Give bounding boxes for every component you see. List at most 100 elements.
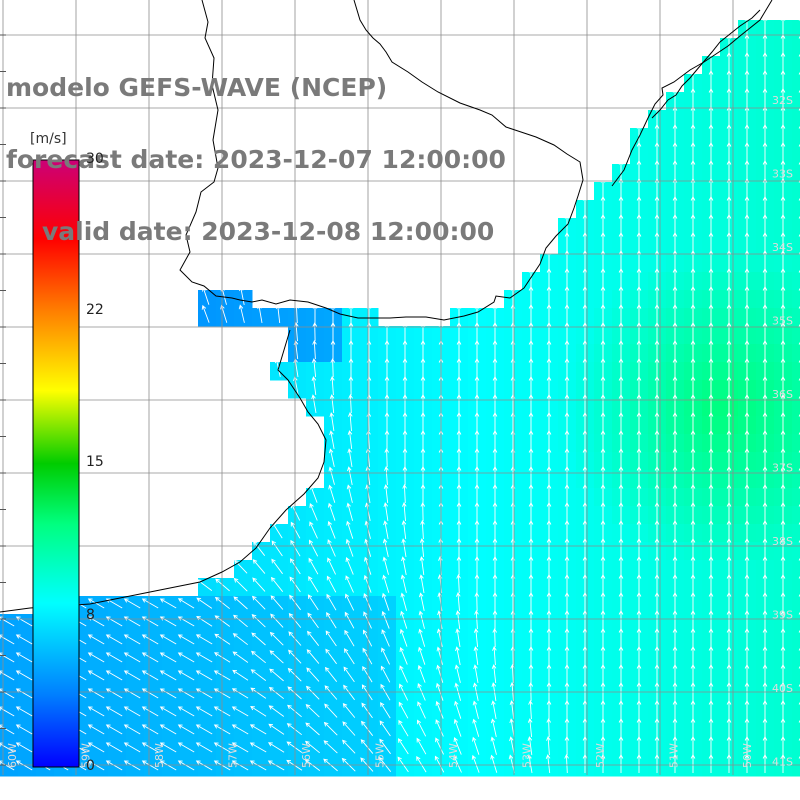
wind-arrow [141, 670, 159, 681]
wind-arrow [474, 376, 480, 395]
wind-arrow [654, 160, 660, 179]
wind-arrow [327, 520, 336, 539]
wind-arrow [251, 595, 266, 610]
wind-arrow [600, 610, 606, 629]
wind-arrow [654, 628, 660, 647]
wind-arrow [744, 448, 750, 467]
wind-arrow [780, 142, 786, 161]
wind-arrow [654, 646, 660, 665]
wind-arrow [672, 484, 678, 503]
wind-arrow [654, 574, 660, 593]
wind-arrow [15, 688, 33, 699]
wind-arrow [654, 448, 660, 467]
wind-arrow [528, 538, 534, 557]
wind-arrow [762, 502, 768, 521]
wind-arrow [384, 322, 390, 341]
wind-arrow [744, 412, 750, 431]
wind-arrow [780, 322, 786, 341]
wind-arrow [618, 610, 624, 629]
wind-arrow [654, 286, 660, 305]
wind-arrow [762, 646, 768, 665]
wind-arrow [347, 430, 353, 450]
wind-arrow [15, 652, 33, 663]
wind-cell [792, 488, 800, 507]
wind-arrow [582, 340, 588, 359]
wind-arrow [600, 466, 606, 485]
wind-arrow [762, 556, 768, 575]
wind-arrow [780, 430, 786, 449]
wind-arrow [708, 232, 714, 251]
wind-arrow [636, 664, 642, 683]
wind-arrow [342, 702, 356, 718]
wind-arrow [708, 520, 714, 539]
wind-arrow [690, 610, 696, 629]
wind-arrow [528, 664, 534, 683]
wind-arrow [308, 539, 319, 557]
wind-arrow [582, 520, 588, 539]
wind-arrow [600, 592, 606, 611]
wind-arrow [780, 412, 786, 431]
wind-arrow [527, 754, 533, 773]
wind-arrow [195, 634, 213, 645]
wind-arrow [564, 358, 570, 377]
wind-arrow [400, 592, 408, 611]
wind-arrow [15, 706, 33, 717]
wind-cell [792, 308, 800, 327]
wind-arrow [456, 358, 462, 377]
wind-cell [792, 218, 800, 237]
wind-arrow [708, 484, 714, 503]
wind-arrow [453, 718, 462, 737]
wind-arrow [286, 741, 303, 753]
wind-arrow [672, 520, 678, 539]
wind-arrow [636, 214, 642, 233]
wind-arrow [690, 592, 696, 611]
wind-arrow [323, 740, 338, 754]
longitude-label: 56W [300, 743, 313, 768]
wind-arrow [87, 706, 105, 717]
wind-arrow [672, 286, 678, 305]
wind-arrow [690, 628, 696, 647]
wind-arrow [618, 340, 624, 359]
wind-arrow [233, 577, 248, 592]
wind-arrow [308, 557, 319, 575]
wind-arrow [600, 196, 606, 215]
wind-arrow [690, 358, 696, 377]
wind-arrow [708, 718, 714, 737]
wind-arrow [420, 412, 426, 431]
wind-arrow [312, 304, 318, 323]
wind-arrow [311, 394, 317, 413]
wind-arrow [528, 376, 534, 395]
wind-arrow [0, 634, 15, 645]
wind-arrow [348, 322, 354, 341]
wind-arrow [708, 106, 714, 125]
wind-arrow [361, 720, 374, 736]
wind-arrow [762, 664, 768, 683]
wind-arrow [399, 665, 408, 683]
wind-arrow [762, 52, 768, 71]
wind-arrow [381, 610, 390, 629]
wind-arrow [420, 484, 426, 503]
wind-arrow [654, 304, 660, 323]
wind-arrow [636, 358, 642, 377]
wind-arrow [744, 754, 750, 773]
wind-arrow [249, 724, 267, 735]
wind-arrow [401, 502, 407, 522]
wind-cell [792, 722, 800, 741]
wind-arrow [251, 614, 266, 628]
wind-arrow [672, 340, 678, 359]
wind-arrow [690, 142, 696, 161]
wind-arrow [726, 322, 732, 341]
wind-arrow [618, 538, 624, 557]
wind-arrow [268, 686, 284, 700]
wind-arrow [600, 646, 606, 665]
wind-arrow [726, 574, 732, 593]
wind-arrow [345, 557, 354, 575]
coastline-lagoon [651, 9, 761, 119]
wind-arrow [309, 521, 318, 539]
wind-arrow [382, 556, 389, 575]
wind-arrow [275, 304, 281, 324]
wind-arrow [636, 196, 642, 215]
wind-arrow [384, 466, 389, 486]
wind-arrow [564, 646, 570, 665]
wind-arrow [618, 574, 624, 593]
